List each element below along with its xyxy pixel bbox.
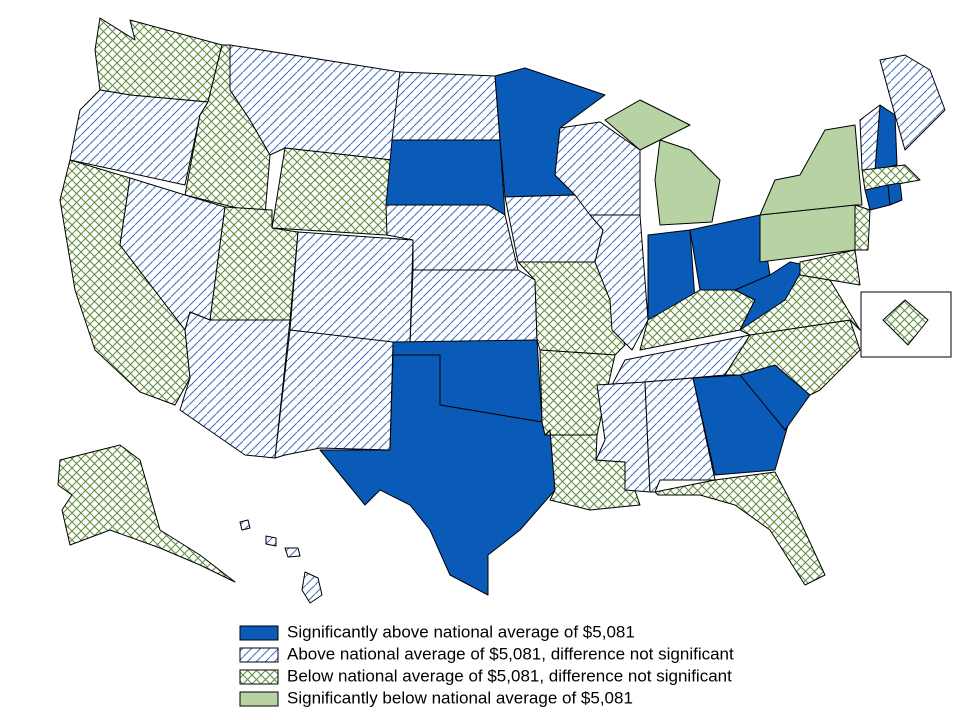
state <box>409 269 538 346</box>
state <box>57 444 236 583</box>
state <box>301 571 323 604</box>
legend: Significantly above national average of … <box>239 622 734 707</box>
state <box>887 182 903 206</box>
state <box>284 547 301 558</box>
legend-label: Significantly below national average of … <box>287 688 633 707</box>
state <box>799 249 861 286</box>
state <box>271 147 393 236</box>
state <box>385 139 506 216</box>
legend-swatch <box>239 669 279 685</box>
legend-label: Significantly above national average of … <box>287 622 635 641</box>
state <box>861 164 921 191</box>
state <box>94 17 223 103</box>
state <box>391 71 501 141</box>
state <box>689 214 771 291</box>
state <box>179 311 291 459</box>
state <box>854 204 871 251</box>
legend-label: Below national average of $5,081, differ… <box>287 666 732 685</box>
state <box>589 214 649 351</box>
state <box>319 354 556 596</box>
state <box>265 535 277 547</box>
state <box>604 99 691 151</box>
state <box>882 299 929 346</box>
state <box>759 124 863 216</box>
state <box>734 261 806 331</box>
state <box>289 231 414 346</box>
state <box>654 471 826 586</box>
state <box>239 519 251 531</box>
legend-label: Above national average of $5,081, differ… <box>287 644 734 663</box>
legend-swatch <box>239 691 279 707</box>
legend-swatch <box>239 647 279 663</box>
state <box>69 89 209 186</box>
state <box>654 139 721 226</box>
legend-swatch <box>239 625 279 641</box>
state <box>274 329 394 459</box>
state <box>544 429 641 511</box>
us-map <box>57 17 952 604</box>
state <box>864 184 891 211</box>
